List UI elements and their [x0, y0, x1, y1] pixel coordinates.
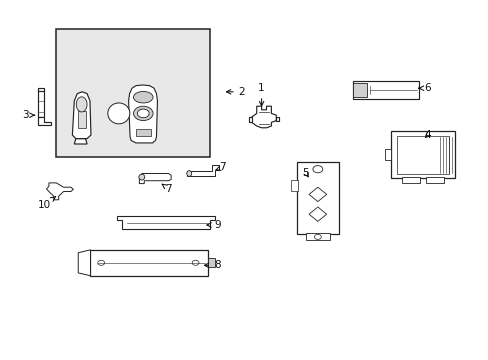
Polygon shape: [385, 149, 390, 160]
Bar: [396, 136, 448, 174]
Text: 8: 8: [204, 260, 221, 270]
Bar: [136, 129, 150, 136]
Circle shape: [98, 260, 104, 265]
Circle shape: [133, 106, 153, 121]
Polygon shape: [308, 187, 326, 202]
Bar: [90, 250, 207, 276]
Circle shape: [137, 109, 149, 118]
Bar: [401, 177, 419, 183]
Bar: [305, 233, 329, 240]
Bar: [207, 258, 215, 267]
Ellipse shape: [107, 103, 130, 124]
Bar: [352, 81, 418, 99]
Ellipse shape: [139, 174, 144, 180]
Text: 7: 7: [162, 184, 172, 194]
Circle shape: [192, 260, 199, 265]
Polygon shape: [125, 83, 160, 145]
Bar: [352, 83, 366, 97]
Bar: [426, 177, 443, 183]
Text: 9: 9: [206, 220, 221, 230]
Text: 7: 7: [216, 162, 225, 172]
Polygon shape: [72, 92, 91, 139]
Polygon shape: [128, 85, 157, 143]
Polygon shape: [308, 207, 326, 221]
Polygon shape: [38, 117, 51, 125]
Ellipse shape: [76, 97, 87, 112]
Bar: [38, 90, 44, 117]
Bar: [297, 162, 338, 234]
Bar: [78, 111, 85, 128]
Bar: [291, 180, 298, 191]
Text: 3: 3: [22, 110, 35, 120]
Text: 4: 4: [424, 130, 430, 140]
Polygon shape: [74, 139, 87, 144]
Text: 5: 5: [302, 168, 308, 178]
Text: 6: 6: [418, 83, 430, 93]
Polygon shape: [78, 250, 90, 276]
Text: 2: 2: [226, 87, 245, 97]
Circle shape: [312, 166, 322, 173]
Circle shape: [314, 234, 321, 239]
Polygon shape: [276, 117, 278, 121]
Polygon shape: [46, 183, 73, 200]
Text: 1: 1: [258, 83, 264, 106]
Polygon shape: [251, 106, 276, 128]
Polygon shape: [249, 117, 251, 122]
Polygon shape: [117, 216, 215, 229]
Polygon shape: [139, 174, 171, 184]
Polygon shape: [187, 165, 218, 176]
Ellipse shape: [133, 91, 153, 103]
Bar: [390, 131, 454, 178]
Bar: [56, 29, 210, 157]
Bar: [38, 88, 44, 91]
Ellipse shape: [186, 171, 191, 176]
Text: 10: 10: [38, 197, 56, 210]
